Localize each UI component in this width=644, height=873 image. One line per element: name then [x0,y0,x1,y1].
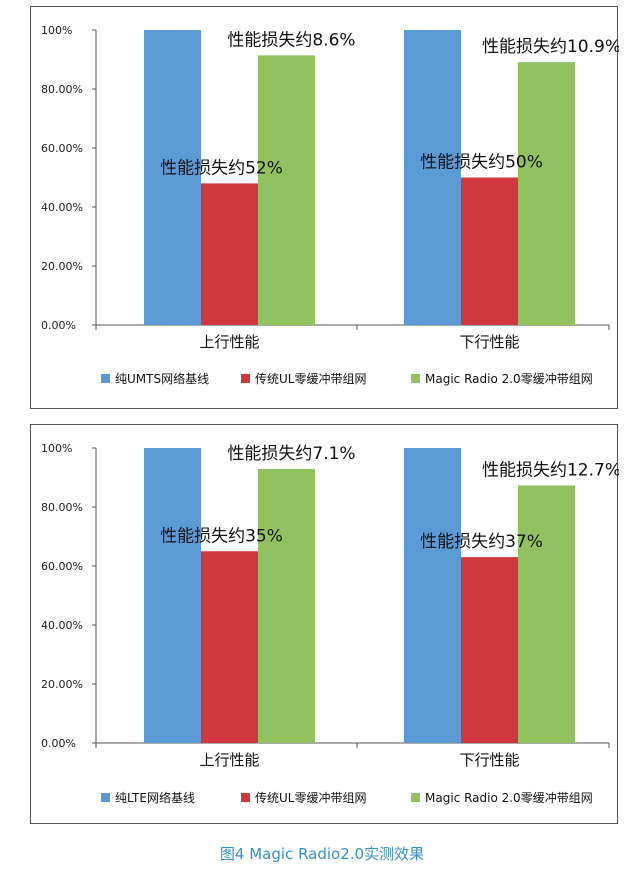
legend-swatch [411,793,420,802]
loss-annotation: 性能损失约8.6% [227,30,355,50]
y-tick-label: 60.00% [41,142,83,155]
bar [404,30,461,325]
bar [258,468,315,743]
legend-swatch [101,374,110,383]
chart-panel-lte: 0.00% 20.00% 40.00% 60.00% 80.00% 100% 上行性能 下行性… [30,424,619,824]
bar [461,557,518,743]
category-label: 下行性能 [459,333,519,351]
bar [144,30,201,325]
y-tick-label: 0.00% [41,319,76,332]
legend-swatch [101,793,110,802]
y-tick-label: 40.00% [41,619,83,632]
legend-swatch [411,374,420,383]
legend-label: 传统UL零缓冲带组网 [255,371,366,386]
y-tick-label: 80.00% [41,501,83,514]
y-tick-label: 40.00% [41,201,83,214]
loss-annotation: 性能损失约7.1% [227,444,355,464]
chart-lte: 0.00% 20.00% 40.00% 60.00% 80.00% 100% 上行性能 下行性… [41,442,619,805]
figure-caption: 图4 Magic Radio2.0实测效果 [219,845,425,863]
legend-label: 纯LTE网络基线 [115,790,195,805]
chart-umts: 0.00% 20.00% 40.00% 60.00% 80.00% 100% 上行性能 下行性… [41,24,619,386]
legend-label: 纯UMTS网络基线 [115,371,209,386]
legend-swatch [241,374,250,383]
bar [144,448,201,743]
loss-annotation: 性能损失约52% [160,158,283,178]
y-tick-label: 20.00% [41,260,83,273]
chart-panel-umts: 0.00% 20.00% 40.00% 60.00% 80.00% 100% 上行性能 下行性… [30,6,619,409]
loss-annotation: 性能损失约12.7% [482,460,619,480]
legend-label: Magic Radio 2.0零缓冲带组网 [425,371,593,386]
bar [201,183,258,325]
category-label: 上行性能 [199,751,259,769]
loss-annotation: 性能损失约35% [160,526,283,546]
loss-annotation: 性能损失约50% [420,153,543,173]
bar [518,485,575,743]
y-tick-label: 100% [41,442,72,455]
legend-swatch [241,793,250,802]
y-tick-label: 80.00% [41,83,83,96]
legend-label: 传统UL零缓冲带组网 [255,790,366,805]
bar [201,551,258,743]
legend-label: Magic Radio 2.0零缓冲带组网 [425,790,593,805]
y-tick-label: 60.00% [41,560,83,573]
bar [518,62,575,325]
bar [461,177,518,325]
y-tick-label: 20.00% [41,678,83,691]
loss-annotation: 性能损失约10.9% [482,37,619,57]
loss-annotation: 性能损失约37% [420,532,543,552]
bar [404,448,461,743]
bar [258,55,315,326]
y-tick-label: 0.00% [41,737,76,750]
y-tick-label: 100% [41,24,72,37]
category-label: 下行性能 [459,751,519,769]
category-label: 上行性能 [199,333,259,351]
